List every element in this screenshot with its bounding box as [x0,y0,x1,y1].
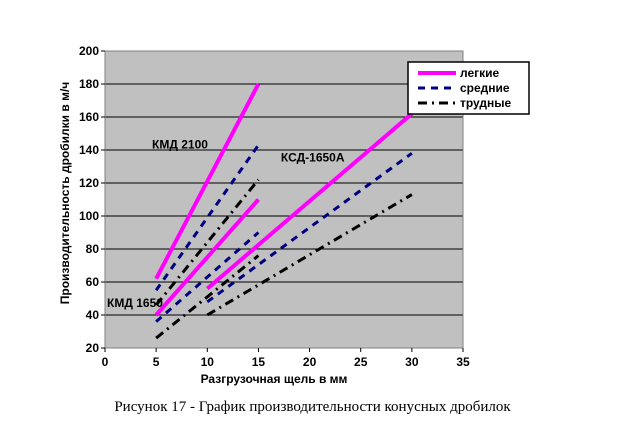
series-line [154,198,260,317]
plot-frame [104,50,464,349]
x-axis-title: Разгрузочная щель в мм [201,372,348,386]
series-line [206,193,413,317]
y-tick-label: 100 [79,209,99,223]
y-tick-label: 40 [86,308,100,322]
annotation-label: КСД-1650А [281,151,345,165]
chart: 0 5 10 15 20 25 30 35 20 40 60 80 100 120 140 160 180 200… [58,44,530,386]
legend-box [407,61,530,115]
series-group [154,83,414,340]
x-tick-label: 25 [354,355,368,369]
plot-area [105,51,463,348]
y-tick-label: 200 [79,44,99,58]
series-line [155,254,260,340]
x-tick-label: 30 [405,355,419,369]
x-tick-label: 15 [252,355,266,369]
y-tick-label: 20 [86,341,100,355]
x-tick-label: 10 [201,355,215,369]
y-tick-label: 80 [86,242,100,256]
series-line [154,144,260,292]
y-tick-label: 120 [79,176,99,190]
figure-caption: Рисунок 17 - График производительности к… [114,399,511,415]
annotations: КМД 2100 КСД-1650А КМД 1650 [107,137,345,309]
legend-label: трудные [460,96,512,110]
series-line [154,83,261,280]
annotation-label: КМД 1650 [107,296,163,310]
series-line [205,112,414,291]
series-line [155,231,260,323]
series-line [206,152,413,304]
x-tick-label: 0 [102,355,109,369]
annotation-label: КМД 2100 [152,137,208,151]
x-tick-label: 35 [456,355,470,369]
x-tick-label: 20 [303,355,317,369]
y-tick-label: 160 [79,110,99,124]
y-tick-label: 60 [86,275,100,289]
y-axis-title: Производительность дробилки в м/ч [58,82,72,305]
x-tick-label: 5 [153,355,160,369]
y-tick-label: 180 [79,77,99,91]
tick-labels: 0 5 10 15 20 25 30 35 20 40 60 80 100 120 140 160 180 200 [79,44,470,369]
legend-label: средние [460,81,510,95]
y-tick-label: 140 [79,143,99,157]
series-line [154,178,260,307]
grid [105,83,463,316]
legend-label: легкие [460,66,500,80]
